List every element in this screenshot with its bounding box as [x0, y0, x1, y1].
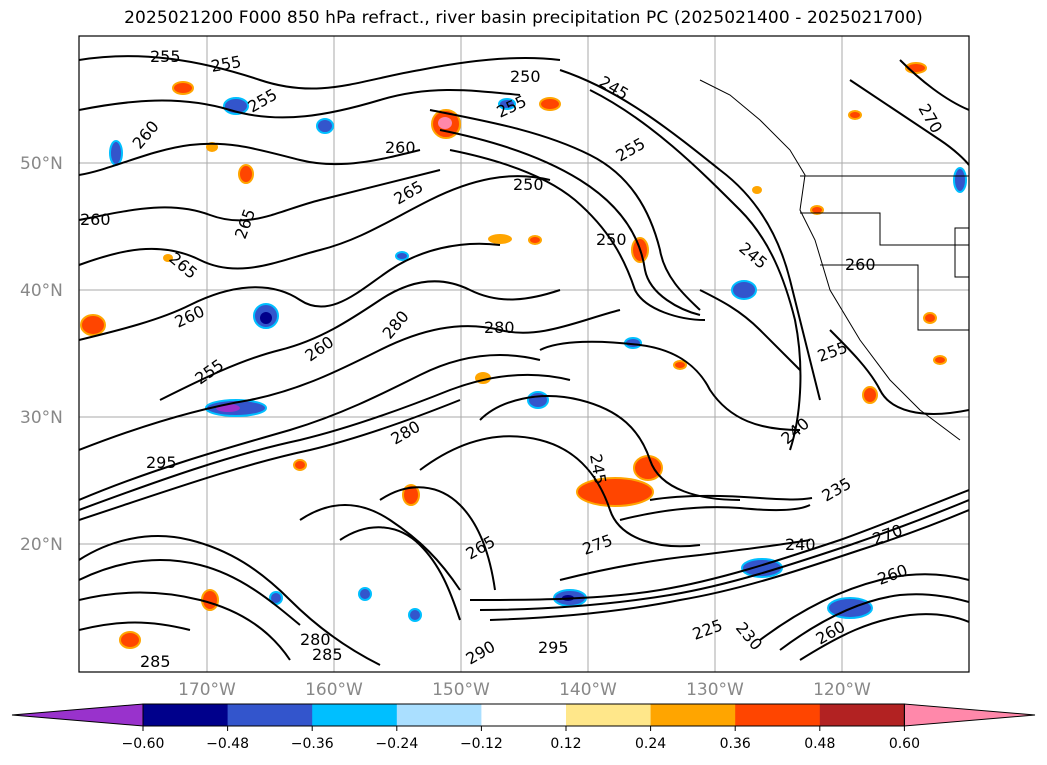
colorbar-tick-label: 0.36	[720, 736, 751, 752]
colorbar-segment	[312, 704, 398, 726]
latitude-labels: 50°N 40°N 30°N 20°N	[20, 154, 63, 555]
colorbar-segment	[143, 704, 229, 726]
longitude-labels: 170°W 160°W 150°W 140°W 130°W 120°W	[178, 680, 871, 700]
colorbar-tick-label: −0.48	[206, 736, 249, 752]
colorbar-tick-label: −0.36	[291, 736, 334, 752]
lon-label-120w: 120°W	[813, 680, 871, 700]
map-title: 2025021200 F000 850 hPa refract., river …	[124, 8, 923, 28]
contour-label: 240	[785, 535, 816, 554]
colorbar-extend-min	[11, 703, 144, 727]
contour-label: 285	[312, 645, 343, 664]
colorbar-segment	[735, 704, 821, 726]
contour-label: 260	[845, 255, 876, 274]
lat-label-50n: 50°N	[20, 154, 63, 174]
map-content: 255 255 255 260 260 265 265 260 265 260 …	[79, 36, 969, 672]
colorbar-tick-label: −0.60	[122, 736, 165, 752]
colorbar-segment	[227, 704, 313, 726]
contour-label: 280	[300, 630, 331, 649]
contour-label: 260	[385, 138, 416, 157]
lon-label-170w: 170°W	[178, 680, 236, 700]
contour-label: 260	[80, 210, 111, 229]
lon-label-150w: 150°W	[432, 680, 490, 700]
colorbar-segment	[566, 704, 652, 726]
colorbar-segment	[396, 704, 482, 726]
lon-label-140w: 140°W	[559, 680, 617, 700]
graticule	[79, 36, 969, 672]
coastlines	[699, 79, 969, 441]
colorbar-tick-label: 0.48	[804, 736, 835, 752]
colorbar-outline	[142, 703, 905, 727]
colorbar: −0.60 −0.48 −0.36 −0.24 −0.12 0.12 0.24 0.36 0.4…	[11, 703, 1036, 752]
lon-label-130w: 130°W	[686, 680, 744, 700]
contour-label: 280	[484, 318, 515, 337]
map-frame	[78, 35, 970, 673]
colorbar-tick-label: −0.24	[375, 736, 418, 752]
colorbar-tick-label: 0.12	[550, 736, 581, 752]
contour-label: 295	[538, 638, 569, 657]
lon-label-160w: 160°W	[305, 680, 363, 700]
colorbar-tick-label: 0.60	[889, 736, 920, 752]
contour-label: 250	[510, 67, 541, 86]
map-area	[79, 36, 969, 672]
contour-label: 250	[513, 175, 544, 194]
lat-label-20n: 20°N	[20, 535, 63, 555]
colorbar-segment	[650, 704, 736, 726]
colorbar-segment	[819, 704, 905, 726]
colorbar-extend-max	[903, 703, 1036, 727]
colorbar-segment	[481, 704, 567, 726]
contour-label: 295	[146, 453, 177, 472]
contour-label: 255	[150, 47, 181, 66]
colorbar-tick-label: 0.24	[635, 736, 666, 752]
contour-label: 285	[140, 652, 171, 671]
lat-label-30n: 30°N	[20, 408, 63, 428]
colorbar-tick-label: −0.12	[460, 736, 503, 752]
lat-label-40n: 40°N	[20, 281, 63, 301]
refractivity-contours	[79, 55, 969, 666]
contour-label: 250	[596, 230, 627, 249]
